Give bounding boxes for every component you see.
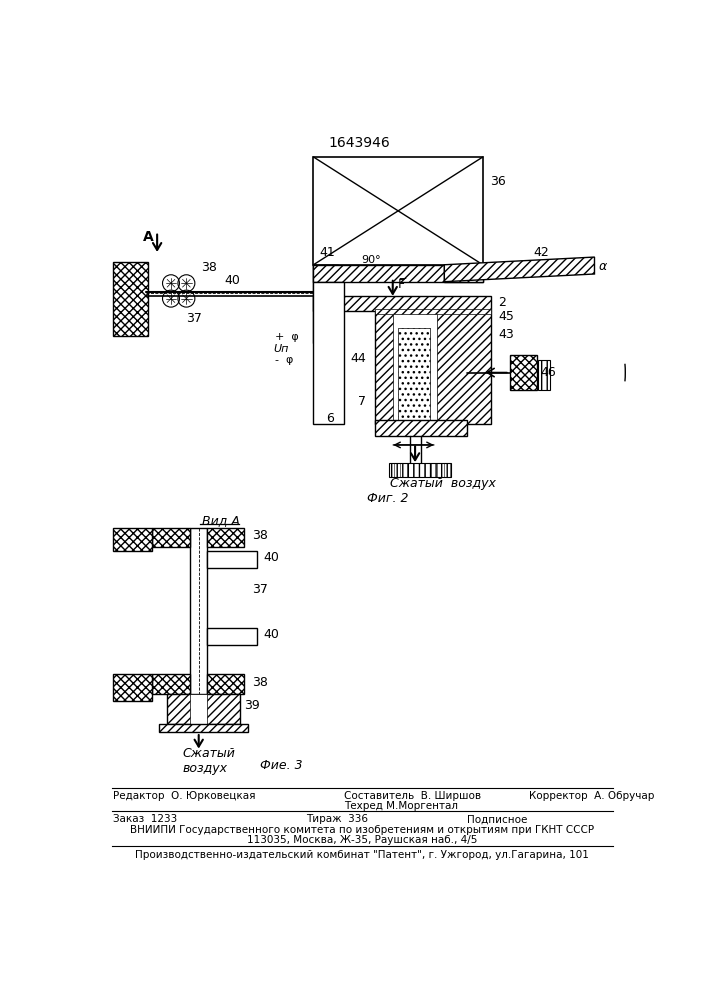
Text: ВНИИПИ Государственного комитета по изобретениям и открытиям при ГКНТ СССР: ВНИИПИ Государственного комитета по изоб… <box>130 825 594 835</box>
Polygon shape <box>375 309 491 314</box>
Text: Корректор  А. Обручар: Корректор А. Обручар <box>529 791 655 801</box>
Polygon shape <box>152 674 190 694</box>
Text: Производственно-издательский комбинат "Патент", г. Ужгород, ул.Гагарина, 101: Производственно-издательский комбинат "П… <box>135 850 589 860</box>
Bar <box>207 551 257 568</box>
Bar <box>389 463 450 477</box>
Text: 2: 2 <box>498 296 506 309</box>
Text: 1643946: 1643946 <box>329 136 390 150</box>
Text: +  φ: + φ <box>275 332 298 342</box>
Polygon shape <box>113 262 148 336</box>
Text: -  φ: - φ <box>275 355 293 365</box>
Polygon shape <box>113 674 152 701</box>
Text: 113035, Москва, Ж-35, Раушская наб., 4/5: 113035, Москва, Ж-35, Раушская наб., 4/5 <box>247 835 477 845</box>
Text: 38: 38 <box>201 261 218 274</box>
Text: 37: 37 <box>252 583 268 596</box>
Text: 37: 37 <box>186 312 202 325</box>
Text: 39: 39 <box>244 699 260 712</box>
Text: 7: 7 <box>358 395 366 408</box>
Polygon shape <box>375 420 467 436</box>
Text: 44: 44 <box>350 352 366 365</box>
Text: 6: 6 <box>327 412 334 425</box>
Text: 90°: 90° <box>361 255 381 265</box>
Text: 40: 40 <box>264 628 279 641</box>
Polygon shape <box>113 528 152 551</box>
Text: 40: 40 <box>264 551 279 564</box>
Polygon shape <box>160 724 248 732</box>
Bar <box>190 694 207 724</box>
Text: 41: 41 <box>320 246 335 259</box>
Polygon shape <box>313 265 338 343</box>
Text: Вид А: Вид А <box>201 514 240 527</box>
Polygon shape <box>393 311 437 424</box>
Text: α: α <box>598 260 607 273</box>
Polygon shape <box>152 528 190 547</box>
Text: F̅: F̅ <box>398 278 405 291</box>
Text: Составитель  В. Ширшов: Составитель В. Ширшов <box>344 791 481 801</box>
Polygon shape <box>510 355 537 389</box>
Polygon shape <box>398 328 431 420</box>
Text: Техред М.Моргентал: Техред М.Моргентал <box>344 801 458 811</box>
Polygon shape <box>313 296 491 311</box>
Text: 45: 45 <box>498 310 514 323</box>
Text: 38: 38 <box>252 676 268 689</box>
Polygon shape <box>207 674 244 694</box>
Text: Сжатый
воздух: Сжатый воздух <box>182 747 235 775</box>
Text: Заказ  1233: Заказ 1233 <box>113 814 177 824</box>
Polygon shape <box>444 265 483 282</box>
Text: Тираж  336: Тираж 336 <box>305 814 368 824</box>
Polygon shape <box>313 265 483 282</box>
Text: 43: 43 <box>498 328 514 341</box>
Text: 40: 40 <box>225 274 240 287</box>
Polygon shape <box>313 157 483 265</box>
Text: 36: 36 <box>491 175 506 188</box>
Bar <box>538 360 550 389</box>
Bar <box>207 628 257 645</box>
Polygon shape <box>375 311 491 424</box>
Text: 46: 46 <box>541 366 556 379</box>
Text: Фие. 3: Фие. 3 <box>259 759 302 772</box>
Text: A: A <box>143 230 153 244</box>
Polygon shape <box>444 257 595 282</box>
Polygon shape <box>313 265 338 282</box>
Text: Фиг. 2: Фиг. 2 <box>368 492 409 505</box>
Text: Сжатый  воздух: Сжатый воздух <box>390 477 496 490</box>
Text: Uп: Uп <box>274 344 288 354</box>
Polygon shape <box>313 282 344 424</box>
Text: Редактор  О. Юрковецкая: Редактор О. Юрковецкая <box>113 791 256 801</box>
Text: 42: 42 <box>533 246 549 259</box>
Polygon shape <box>167 694 240 724</box>
Text: 38: 38 <box>252 529 268 542</box>
Bar <box>190 528 207 724</box>
Polygon shape <box>207 528 244 547</box>
Text: Подписное: Подписное <box>467 814 528 824</box>
